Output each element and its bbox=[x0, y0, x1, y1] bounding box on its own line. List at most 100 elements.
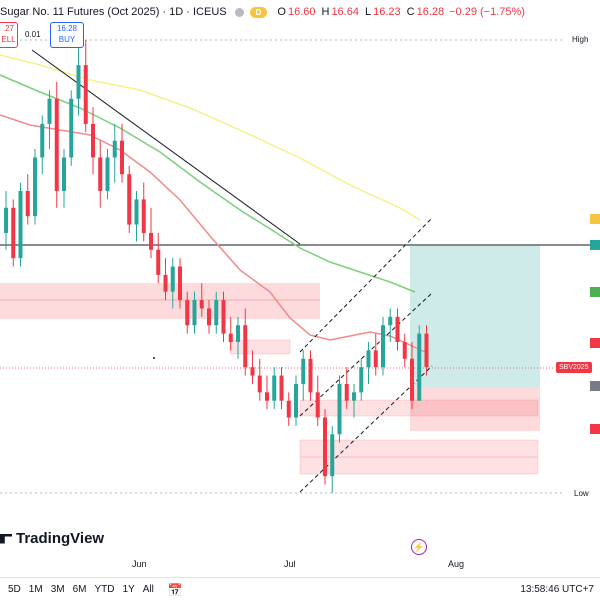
candle-body[interactable] bbox=[25, 191, 30, 217]
timeframe-6m[interactable]: 6M bbox=[72, 584, 87, 595]
candle-body[interactable] bbox=[352, 392, 356, 401]
demand-zone-upper[interactable] bbox=[299, 399, 539, 417]
candle-body[interactable] bbox=[11, 207, 16, 259]
delayed-badge[interactable]: D bbox=[249, 6, 268, 18]
candle-body[interactable] bbox=[228, 333, 233, 342]
sell-label: ELL bbox=[1, 35, 16, 44]
candle-body[interactable] bbox=[192, 300, 197, 326]
candle-body[interactable] bbox=[120, 140, 124, 175]
candle-body[interactable] bbox=[243, 325, 248, 368]
candle-body[interactable] bbox=[395, 316, 400, 342]
ma-fast-line bbox=[0, 114, 426, 353]
candle-body[interactable] bbox=[279, 375, 284, 401]
candle-body[interactable] bbox=[18, 191, 23, 259]
candle-body[interactable] bbox=[69, 98, 74, 158]
price-chip bbox=[590, 381, 600, 391]
target-zone[interactable] bbox=[410, 245, 540, 387]
ma-slow-line bbox=[0, 54, 421, 221]
candle-body[interactable] bbox=[381, 325, 385, 368]
candle-body[interactable] bbox=[315, 392, 320, 418]
candle-body[interactable] bbox=[207, 308, 211, 326]
ma-fast-chip bbox=[590, 338, 600, 348]
candle-body[interactable] bbox=[170, 266, 175, 292]
timeframe-5d[interactable]: 5D bbox=[8, 584, 21, 595]
candle-body[interactable] bbox=[178, 266, 182, 301]
candle-body[interactable] bbox=[344, 383, 349, 401]
candle-body[interactable] bbox=[127, 174, 132, 225]
candle-body[interactable] bbox=[337, 383, 342, 435]
buy-label: BUY bbox=[58, 35, 76, 44]
sell-button[interactable]: .27 ELL bbox=[0, 22, 18, 48]
ma-mid-chip bbox=[590, 287, 600, 297]
candle-body[interactable] bbox=[141, 199, 146, 233]
candle-body[interactable] bbox=[156, 249, 161, 275]
symbol-title[interactable]: Sugar No. 11 Futures (Oct 2025) · 1D · I… bbox=[0, 6, 227, 18]
market-status-dot bbox=[234, 7, 244, 17]
candles[interactable] bbox=[4, 40, 429, 493]
buy-button[interactable]: 16.28 BUY bbox=[50, 22, 84, 48]
candle-body[interactable] bbox=[105, 157, 110, 191]
candle-body[interactable] bbox=[250, 367, 255, 376]
timeframe-1m[interactable]: 1M bbox=[28, 584, 43, 595]
candle-body[interactable] bbox=[134, 199, 139, 225]
small-zone[interactable] bbox=[229, 339, 291, 355]
candle-body[interactable] bbox=[286, 400, 291, 418]
high-axis-label: High bbox=[570, 34, 591, 45]
demand-zone-lower[interactable] bbox=[299, 439, 539, 475]
timeframe-ytd[interactable]: YTD bbox=[94, 584, 115, 595]
supply-zone[interactable] bbox=[0, 283, 320, 319]
candle-body[interactable] bbox=[323, 417, 327, 477]
candle-body[interactable] bbox=[214, 300, 219, 326]
candle-body[interactable] bbox=[149, 232, 153, 250]
x-tick-jun: Jun bbox=[132, 559, 147, 569]
candle-body[interactable] bbox=[91, 123, 95, 158]
candle-body[interactable] bbox=[417, 333, 422, 401]
candle-body[interactable] bbox=[47, 98, 52, 124]
candle-body[interactable] bbox=[83, 65, 88, 124]
candle-body[interactable] bbox=[402, 342, 407, 359]
candle-body[interactable] bbox=[257, 375, 262, 393]
lightning-icon[interactable]: ⚡ bbox=[411, 539, 427, 555]
candle-body[interactable] bbox=[185, 300, 190, 326]
stop-zone[interactable] bbox=[410, 387, 540, 431]
timeframe-3m[interactable]: 3M bbox=[50, 584, 65, 595]
candle-body[interactable] bbox=[265, 392, 269, 401]
candle-body[interactable] bbox=[112, 140, 117, 158]
candle-body[interactable] bbox=[199, 300, 204, 309]
candle-body[interactable] bbox=[221, 300, 226, 334]
channel-upper[interactable] bbox=[299, 217, 433, 353]
candle-body[interactable] bbox=[301, 358, 306, 384]
candle-body[interactable] bbox=[54, 98, 59, 191]
candle-body[interactable] bbox=[359, 367, 364, 393]
candle-body[interactable] bbox=[62, 157, 66, 191]
candle-body[interactable] bbox=[98, 157, 103, 191]
candle-body[interactable] bbox=[40, 123, 45, 158]
candle-body[interactable] bbox=[388, 316, 393, 326]
calendar-icon[interactable]: 📅 bbox=[167, 582, 183, 597]
candle-body[interactable] bbox=[4, 207, 8, 233]
candle-body[interactable] bbox=[410, 358, 414, 401]
timeframe-1y[interactable]: 1Y bbox=[122, 584, 135, 595]
candle-body[interactable] bbox=[308, 358, 313, 393]
candle-body[interactable] bbox=[424, 333, 429, 368]
candle-body[interactable] bbox=[373, 350, 378, 368]
candle-body[interactable] bbox=[236, 325, 240, 342]
channel-middle[interactable] bbox=[299, 292, 433, 417]
candle-body[interactable] bbox=[294, 383, 298, 418]
candle-body[interactable] bbox=[76, 65, 81, 99]
candle-body[interactable] bbox=[330, 434, 335, 477]
contract-price-tag[interactable]: SBV2025 bbox=[556, 362, 592, 373]
marker-dot bbox=[153, 357, 155, 359]
ma-mid-line bbox=[0, 74, 416, 293]
candle-body[interactable] bbox=[33, 157, 37, 217]
timeframe-all[interactable]: All bbox=[142, 584, 154, 595]
tradingview-logo[interactable]: TradingView bbox=[0, 530, 104, 547]
candle-body[interactable] bbox=[366, 350, 371, 368]
low-axis-label: Low bbox=[572, 488, 591, 499]
channel-lower[interactable] bbox=[299, 365, 433, 493]
candle-body[interactable] bbox=[163, 274, 168, 292]
bottom-toolbar: 5D 1M 3M 6M YTD 1Y All 📅 13:58:46 UTC+7 bbox=[0, 577, 600, 601]
symbol-header[interactable]: Sugar No. 11 Futures (Oct 2025) · 1D · I… bbox=[0, 4, 525, 20]
candle-body[interactable] bbox=[272, 375, 277, 401]
